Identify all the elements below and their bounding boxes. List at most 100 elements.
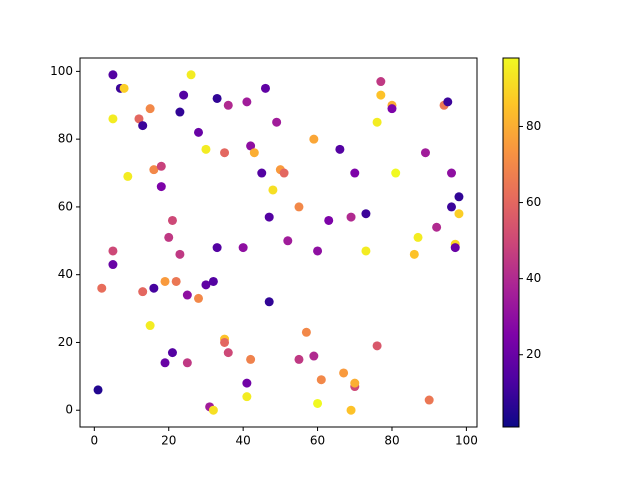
point [201,144,211,154]
point [171,276,181,286]
x-tick-label: 80 [384,434,399,448]
point [413,232,423,242]
point [361,209,371,219]
point [242,97,252,107]
point [208,405,218,415]
point [294,202,304,212]
point [108,246,118,256]
point [432,222,442,232]
point [309,134,319,144]
point [186,70,196,80]
point [134,114,144,124]
y-tick-label: 0 [65,403,73,417]
point [242,378,252,388]
point [108,260,118,270]
point [167,348,177,358]
point [156,161,166,171]
point [335,144,345,154]
point [182,358,192,368]
point [175,107,185,117]
point [279,168,289,178]
point [160,358,170,368]
point [194,293,204,303]
point [316,375,326,385]
point [350,378,360,388]
colorbar-tick-label: 80 [526,119,541,133]
point [372,341,382,351]
point [212,243,222,253]
point [350,168,360,178]
point [454,209,464,219]
point [164,232,174,242]
point [108,114,118,124]
point [182,290,192,300]
point [376,77,386,87]
point [283,236,293,246]
point [123,171,133,181]
point [208,276,218,286]
point [301,327,311,337]
point [93,385,103,395]
point [145,104,155,114]
point [220,337,230,347]
point [97,283,107,293]
point [119,83,129,93]
point [246,141,256,151]
point [294,354,304,364]
colorbar-tick-label: 40 [526,271,541,285]
point [264,297,274,307]
point [223,348,233,358]
point [220,148,230,158]
point [324,215,334,225]
point [260,83,270,93]
point [138,287,148,297]
point [194,127,204,137]
x-tick-label: 20 [161,434,176,448]
y-tick-label: 40 [58,267,73,281]
point [145,321,155,331]
point [179,90,189,100]
point [257,168,267,178]
colorbar-tick-label: 60 [526,195,541,209]
point [313,398,323,408]
point [346,405,356,415]
point [108,70,118,80]
point [387,104,397,114]
point [454,192,464,202]
point [420,148,430,158]
colorbar [502,57,520,428]
y-tick-label: 60 [58,199,73,213]
x-tick-label: 100 [455,434,478,448]
point [361,246,371,256]
point [149,165,159,175]
point [149,283,159,293]
y-tick-label: 20 [58,335,73,349]
point [447,202,457,212]
point [372,117,382,127]
y-tick-label: 80 [58,132,73,146]
point [238,243,248,253]
point [249,148,259,158]
point [443,97,453,107]
point [138,121,148,131]
point [424,395,434,405]
x-tick-label: 60 [310,434,325,448]
point [160,276,170,286]
point [346,212,356,222]
point [167,215,177,225]
x-tick-label: 40 [236,434,251,448]
plot-frame [79,57,478,428]
point [246,354,256,364]
point [175,249,185,259]
colorbar-tick-label: 20 [526,347,541,361]
point [309,351,319,361]
point [264,212,274,222]
point [447,168,457,178]
point [391,168,401,178]
y-tick-label: 100 [50,64,73,78]
point [223,100,233,110]
point [376,90,386,100]
point [272,117,282,127]
point [201,280,211,290]
